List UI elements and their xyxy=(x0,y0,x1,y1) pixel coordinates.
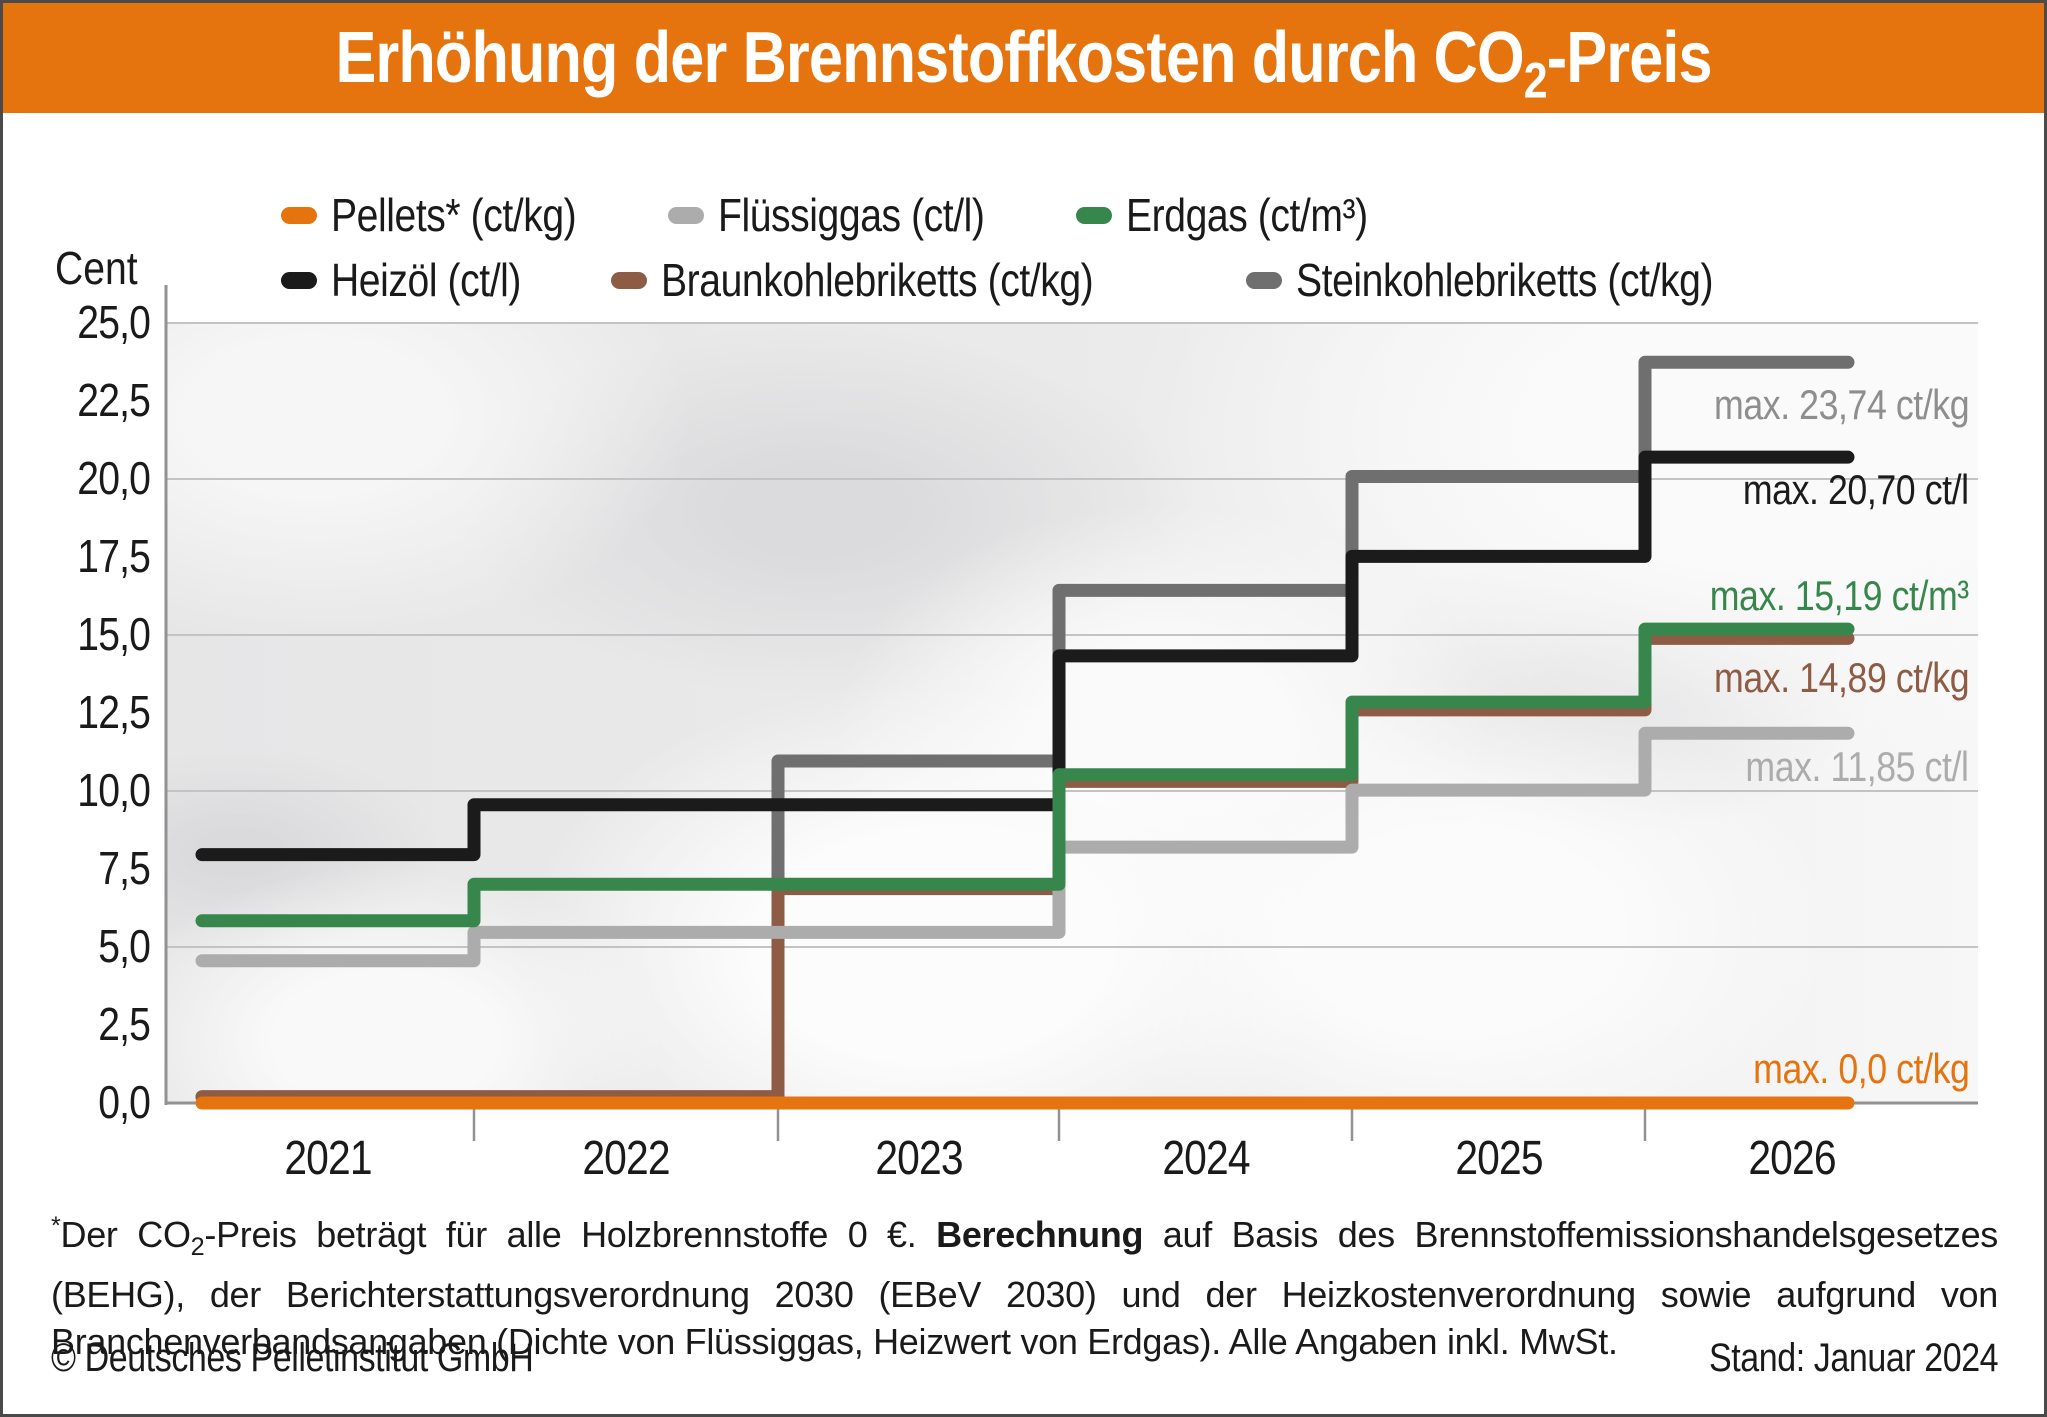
legend-swatch-pellets xyxy=(281,206,317,224)
legend-label-pellets: Pellets* (ct/kg) xyxy=(331,189,577,241)
y-tick-label-2,5: 2,5 xyxy=(98,998,151,1050)
legend-item-steinkohlebriketts: Steinkohlebriketts (ct/kg) xyxy=(1246,254,1787,306)
stand-date-text: Stand: Januar 2024 xyxy=(1708,1335,1999,1380)
max-label-braunkohlebriketts: max. 14,89 ct/kg xyxy=(1713,654,1970,702)
x-year-label-2026: 2026 xyxy=(1748,1132,1836,1185)
legend-swatch-braunkohlebriketts xyxy=(611,271,647,289)
legend-item-heizoel: Heizöl (ct/l) xyxy=(281,254,555,306)
y-tick-label-17,5: 17,5 xyxy=(77,530,151,582)
y-tick-label-15,0: 15,0 xyxy=(77,608,151,660)
title-bar: Erhöhung der Brennstoffkosten durch CO2-… xyxy=(3,3,2044,113)
x-year-label-2025: 2025 xyxy=(1454,1132,1543,1185)
legend-swatch-steinkohlebriketts xyxy=(1246,271,1282,289)
legend-label-heizoel: Heizöl (ct/l) xyxy=(331,254,522,306)
series-line-steinkohlebriketts xyxy=(195,355,1855,1104)
x-year-label-2022: 2022 xyxy=(582,1132,670,1185)
legend-label-erdgas: Erdgas (ct/m³) xyxy=(1126,189,1368,241)
step-line-chart xyxy=(164,285,1978,1141)
y-tick-label-7,5: 7,5 xyxy=(98,842,151,894)
y-tick-label-20,0: 20,0 xyxy=(77,452,151,504)
page-title: Erhöhung der Brennstoffkosten durch CO2-… xyxy=(335,18,1712,109)
x-year-label-2023: 2023 xyxy=(874,1132,963,1185)
series-line-heizoel xyxy=(195,450,1855,862)
series-line-erdgas xyxy=(195,622,1855,928)
legend-label-fluessiggas: Flüssiggas (ct/l) xyxy=(718,189,985,241)
legend-label-braunkohlebriketts: Braunkohlebriketts (ct/kg) xyxy=(661,254,1094,306)
y-tick-label-22,5: 22,5 xyxy=(77,374,151,426)
y-tick-label-12,5: 12,5 xyxy=(77,686,151,738)
legend-item-fluessiggas: Flüssiggas (ct/l) xyxy=(668,189,1032,241)
legend-swatch-heizoel xyxy=(281,271,317,289)
legend-item-braunkohlebriketts: Braunkohlebriketts (ct/kg) xyxy=(611,254,1170,306)
footer-row: © Deutsches Pelletinstitut GmbH Stand: J… xyxy=(51,1336,1998,1380)
y-tick-label-10,0: 10,0 xyxy=(77,764,151,816)
y-tick-label-5,0: 5,0 xyxy=(98,920,151,972)
copyright-text: © Deutsches Pelletinstitut GmbH xyxy=(51,1335,534,1380)
y-axis-unit-label: Cent xyxy=(55,242,138,294)
legend-label-steinkohlebriketts: Steinkohlebriketts (ct/kg) xyxy=(1296,254,1714,306)
footnote-text: *Der CO2-Preis beträgt für alle Holzbren… xyxy=(51,1212,1999,1363)
legend-item-pellets: Pellets* (ct/kg) xyxy=(281,189,620,241)
max-label-fluessiggas: max. 11,85 ct/l xyxy=(1745,743,1970,791)
legend-swatch-erdgas xyxy=(1076,206,1112,224)
x-year-label-2024: 2024 xyxy=(1161,1132,1250,1185)
legend-item-erdgas: Erdgas (ct/m³) xyxy=(1076,189,1410,241)
max-label-erdgas: max. 15,19 ct/m³ xyxy=(1709,572,1969,620)
y-tick-label-0,0: 0,0 xyxy=(98,1076,151,1128)
x-year-label-2021: 2021 xyxy=(283,1132,372,1185)
max-label-steinkohlebriketts: max. 23,74 ct/kg xyxy=(1713,381,1970,429)
y-tick-label-25,0: 25,0 xyxy=(77,296,151,348)
legend-swatch-fluessiggas xyxy=(668,206,704,224)
max-label-heizoel: max. 20,70 ct/l xyxy=(1743,466,1969,514)
max-label-pellets: max. 0,0 ct/kg xyxy=(1752,1045,1970,1092)
